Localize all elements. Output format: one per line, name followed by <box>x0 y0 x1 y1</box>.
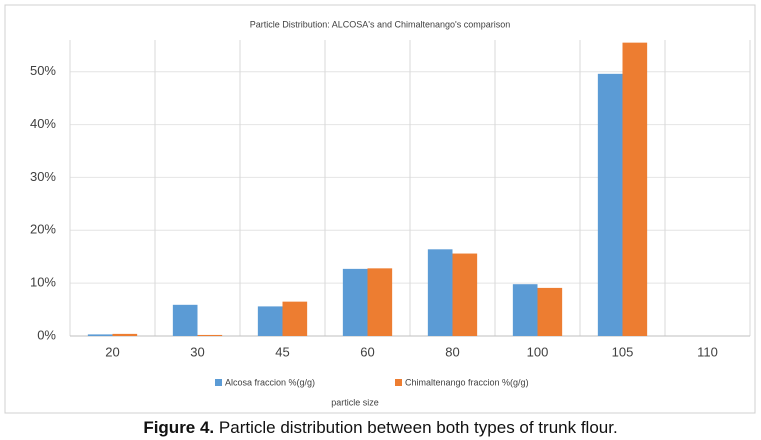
x-tick-label: 60 <box>360 344 374 359</box>
bar <box>452 253 478 336</box>
y-tick-label: 20% <box>30 222 56 237</box>
bar <box>427 249 453 336</box>
bar <box>87 334 113 336</box>
bar <box>622 42 648 337</box>
x-tick-label: 110 <box>697 344 718 359</box>
y-tick-label: 30% <box>30 169 56 184</box>
bar <box>512 284 538 336</box>
x-tick-label: 45 <box>275 344 289 359</box>
x-tick-label: 30 <box>190 344 204 359</box>
chart-border <box>4 4 756 414</box>
bar <box>112 333 138 336</box>
legend-label: Chimaltenango fraccion %(g/g) <box>405 377 529 387</box>
bar <box>257 306 283 336</box>
chart-title: Particle Distribution: ALCOSA's and Chim… <box>250 19 511 29</box>
y-tick-label: 40% <box>30 116 56 131</box>
legend-swatch <box>395 379 402 386</box>
legend-label: Alcosa fraccion %(g/g) <box>225 377 315 387</box>
x-tick-label: 105 <box>612 344 634 359</box>
x-tick-label: 80 <box>445 344 459 359</box>
y-tick-label: 50% <box>30 63 56 78</box>
bar <box>342 268 368 336</box>
bar <box>282 301 308 336</box>
bar <box>537 287 563 336</box>
caption-text: Particle distribution between both types… <box>218 418 618 437</box>
bar <box>597 73 623 336</box>
bar <box>367 268 393 336</box>
x-tick-label: 100 <box>527 344 549 359</box>
caption-label: Figure 4. <box>143 418 215 437</box>
x-axis-label: particle size <box>331 397 379 407</box>
bar <box>172 304 198 336</box>
y-tick-label: 0% <box>37 327 56 342</box>
caption: Figure 4. Particle distribution between … <box>0 418 761 438</box>
legend-swatch <box>215 379 222 386</box>
y-tick-label: 10% <box>30 275 56 290</box>
bar <box>197 334 223 336</box>
x-tick-label: 20 <box>105 344 119 359</box>
chart: Particle Distribution: ALCOSA's and Chim… <box>4 4 756 414</box>
